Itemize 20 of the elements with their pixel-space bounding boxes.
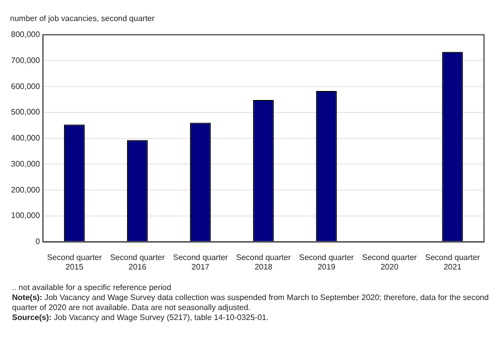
source-note: Source(s): Job Vacancy and Wage Survey (5217), table 14-10-0325-01. — [12, 313, 269, 322]
x-tick-label: Second quarter 2015 — [47, 252, 102, 272]
x-tick-label: Second quarter 2021 — [425, 252, 480, 272]
text: Note(s): Job Vacancy and Wage Survey data collection was suspended from March to September 2020; therefore, data for the second quarter of 2020 are not available. Data are not seasonally adjusted. — [12, 293, 489, 312]
y-tick-label: 400,000 — [10, 134, 40, 143]
y-tick-label: 500,000 — [10, 108, 40, 117]
y-tick-label: 700,000 — [10, 56, 40, 65]
y-tick-label: 300,000 — [10, 159, 40, 168]
x-tick-label: Second quarter 2016 — [110, 252, 166, 272]
y-axis-title: number of job vacancies, second quarter — [10, 14, 156, 23]
y-tick-label: 800,000 — [10, 30, 40, 40]
y-tick-label: 600,000 — [10, 82, 40, 91]
y-tick-label: 200,000 — [10, 185, 40, 194]
text: .. not available for a specific reference period — [12, 283, 172, 293]
y-tick-label: 0 — [35, 237, 40, 246]
x-tick-label: Second quarter 2020 — [362, 252, 418, 272]
x-tick-label: Second quarter 2018 — [236, 252, 292, 272]
y-tick-label: 100,000 — [10, 211, 40, 220]
x-tick-label: Second quarter 2019 — [299, 252, 354, 272]
x-tick-label: Second quarter 2017 — [173, 252, 228, 272]
